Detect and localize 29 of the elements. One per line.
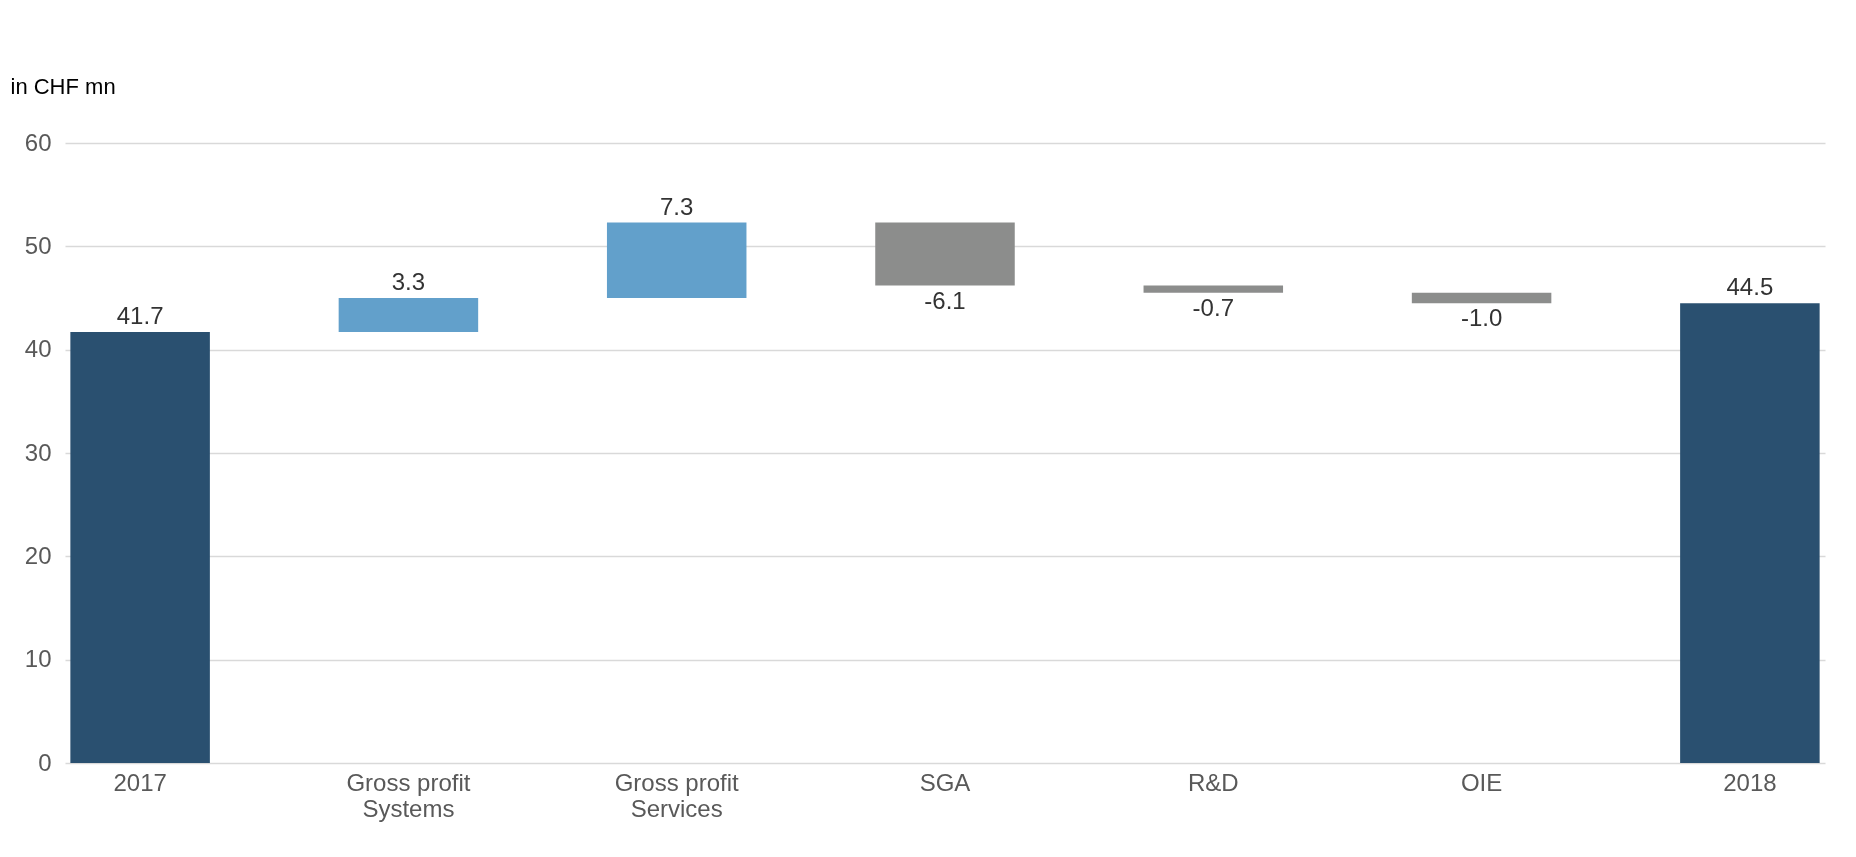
x-tick-label: OIE: [1460, 768, 1503, 796]
x-tick-label: 2017: [113, 768, 167, 796]
x-tick-label: Gross profit Services: [614, 768, 740, 822]
bar: [1143, 285, 1284, 293]
data-label: 3.3: [391, 268, 426, 295]
x-tick-label: 2018: [1723, 768, 1777, 796]
x-tick-label: SGA: [919, 768, 971, 796]
y-axis-title: in CHF mn: [10, 73, 116, 99]
bar: [70, 332, 210, 763]
data-label: -0.7: [1192, 293, 1234, 321]
y-tick-label: 20: [24, 541, 52, 569]
y-tick-label: 50: [24, 231, 52, 259]
y-tick-label: 10: [24, 645, 52, 673]
y-tick-label: 30: [24, 438, 52, 466]
data-label: -6.1: [924, 286, 966, 314]
data-label: 41.7: [116, 302, 164, 330]
data-label: 44.5: [1726, 273, 1774, 301]
x-tick-label: Gross profit Systems: [346, 768, 471, 822]
x-tick-label: R&D: [1187, 768, 1239, 796]
data-label: 7.3: [660, 192, 694, 220]
y-tick-label: 0: [38, 748, 52, 776]
bar: [606, 222, 747, 298]
data-label: -1.0: [1460, 304, 1503, 332]
bar: [338, 298, 479, 333]
y-tick-label: 60: [24, 128, 52, 156]
y-tick-label: 40: [24, 335, 52, 363]
bar: [1411, 292, 1552, 304]
bar: [1680, 303, 1820, 763]
bar: [875, 222, 1015, 286]
